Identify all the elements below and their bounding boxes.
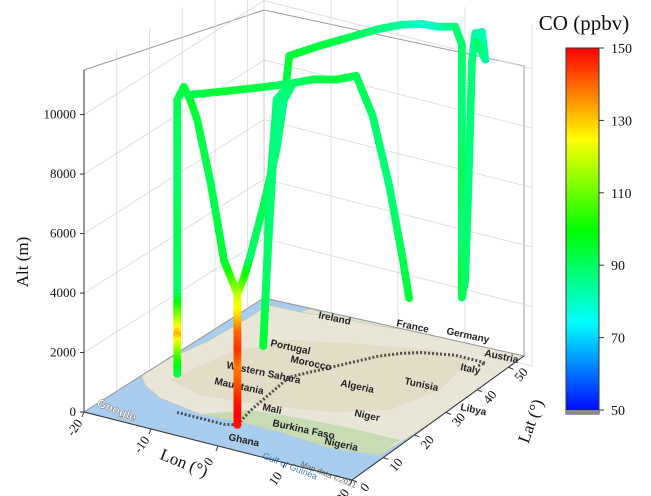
colorbar-tick-label: 130 [611,114,632,129]
y-tick-label: 40 [480,387,500,407]
y-tick-label: 10 [386,455,406,475]
x-tick-label: 20 [332,486,352,496]
x-tick [349,479,353,486]
colorbar-undershoot [566,410,599,414]
z-tick-label: 2000 [50,345,76,360]
z-tick-label: 6000 [50,226,76,241]
map-label: Libya [459,402,487,418]
colorbar-ramp [565,47,600,415]
x-axis-label: Lon (°) [157,445,210,481]
data-points [173,19,490,429]
y-tick [414,434,420,438]
ground-track [176,351,491,427]
x-tick-label: 10 [265,469,285,488]
data-point [173,369,182,378]
ground-track-line [236,351,491,426]
map-label: Niger [353,408,380,424]
z-tick-label: 8000 [50,166,76,181]
x-tick [81,411,85,418]
data-point [405,294,414,303]
colorbar-tick-label: 70 [611,332,625,347]
colorbar-tick-label: 110 [611,187,631,202]
x-tick-label: -10 [130,433,152,456]
z-axis-label: Alt (m) [13,237,32,288]
y-axis-label: Lat (°) [514,397,547,446]
x-tick-label: -20 [63,416,85,439]
y-tick [445,411,452,415]
y-tick [351,479,358,483]
data-point [472,38,481,47]
y-tick-label: 20 [417,432,437,452]
colorbar-tick-label: 50 [611,404,625,419]
x-tick [215,445,219,452]
x-tick [148,428,152,435]
z-tick-label: 0 [70,404,77,419]
y-axis-line [351,355,525,481]
colorbar-tick-label: 90 [611,259,625,274]
green-south [200,410,400,455]
map-label: Italy [459,362,481,377]
y-tick [476,389,483,393]
z-tick-label: 10000 [44,107,77,122]
colorbar-title: CO (ppbv) [539,11,629,35]
colorbar: CO (ppbv) 50 70 90 110 130 150 [539,11,632,419]
y-tick-label: 50 [511,365,531,385]
z-tick-label: 4000 [50,285,76,300]
map-label: Mali [261,402,283,417]
sahara-shading [170,340,470,412]
x-tick [282,462,286,469]
colorbar-tick-label: 150 [611,42,632,57]
y-tick-label: 0 [357,480,373,495]
ground-track-line [176,410,238,427]
y-tick [508,366,514,370]
y-tick [383,456,389,460]
